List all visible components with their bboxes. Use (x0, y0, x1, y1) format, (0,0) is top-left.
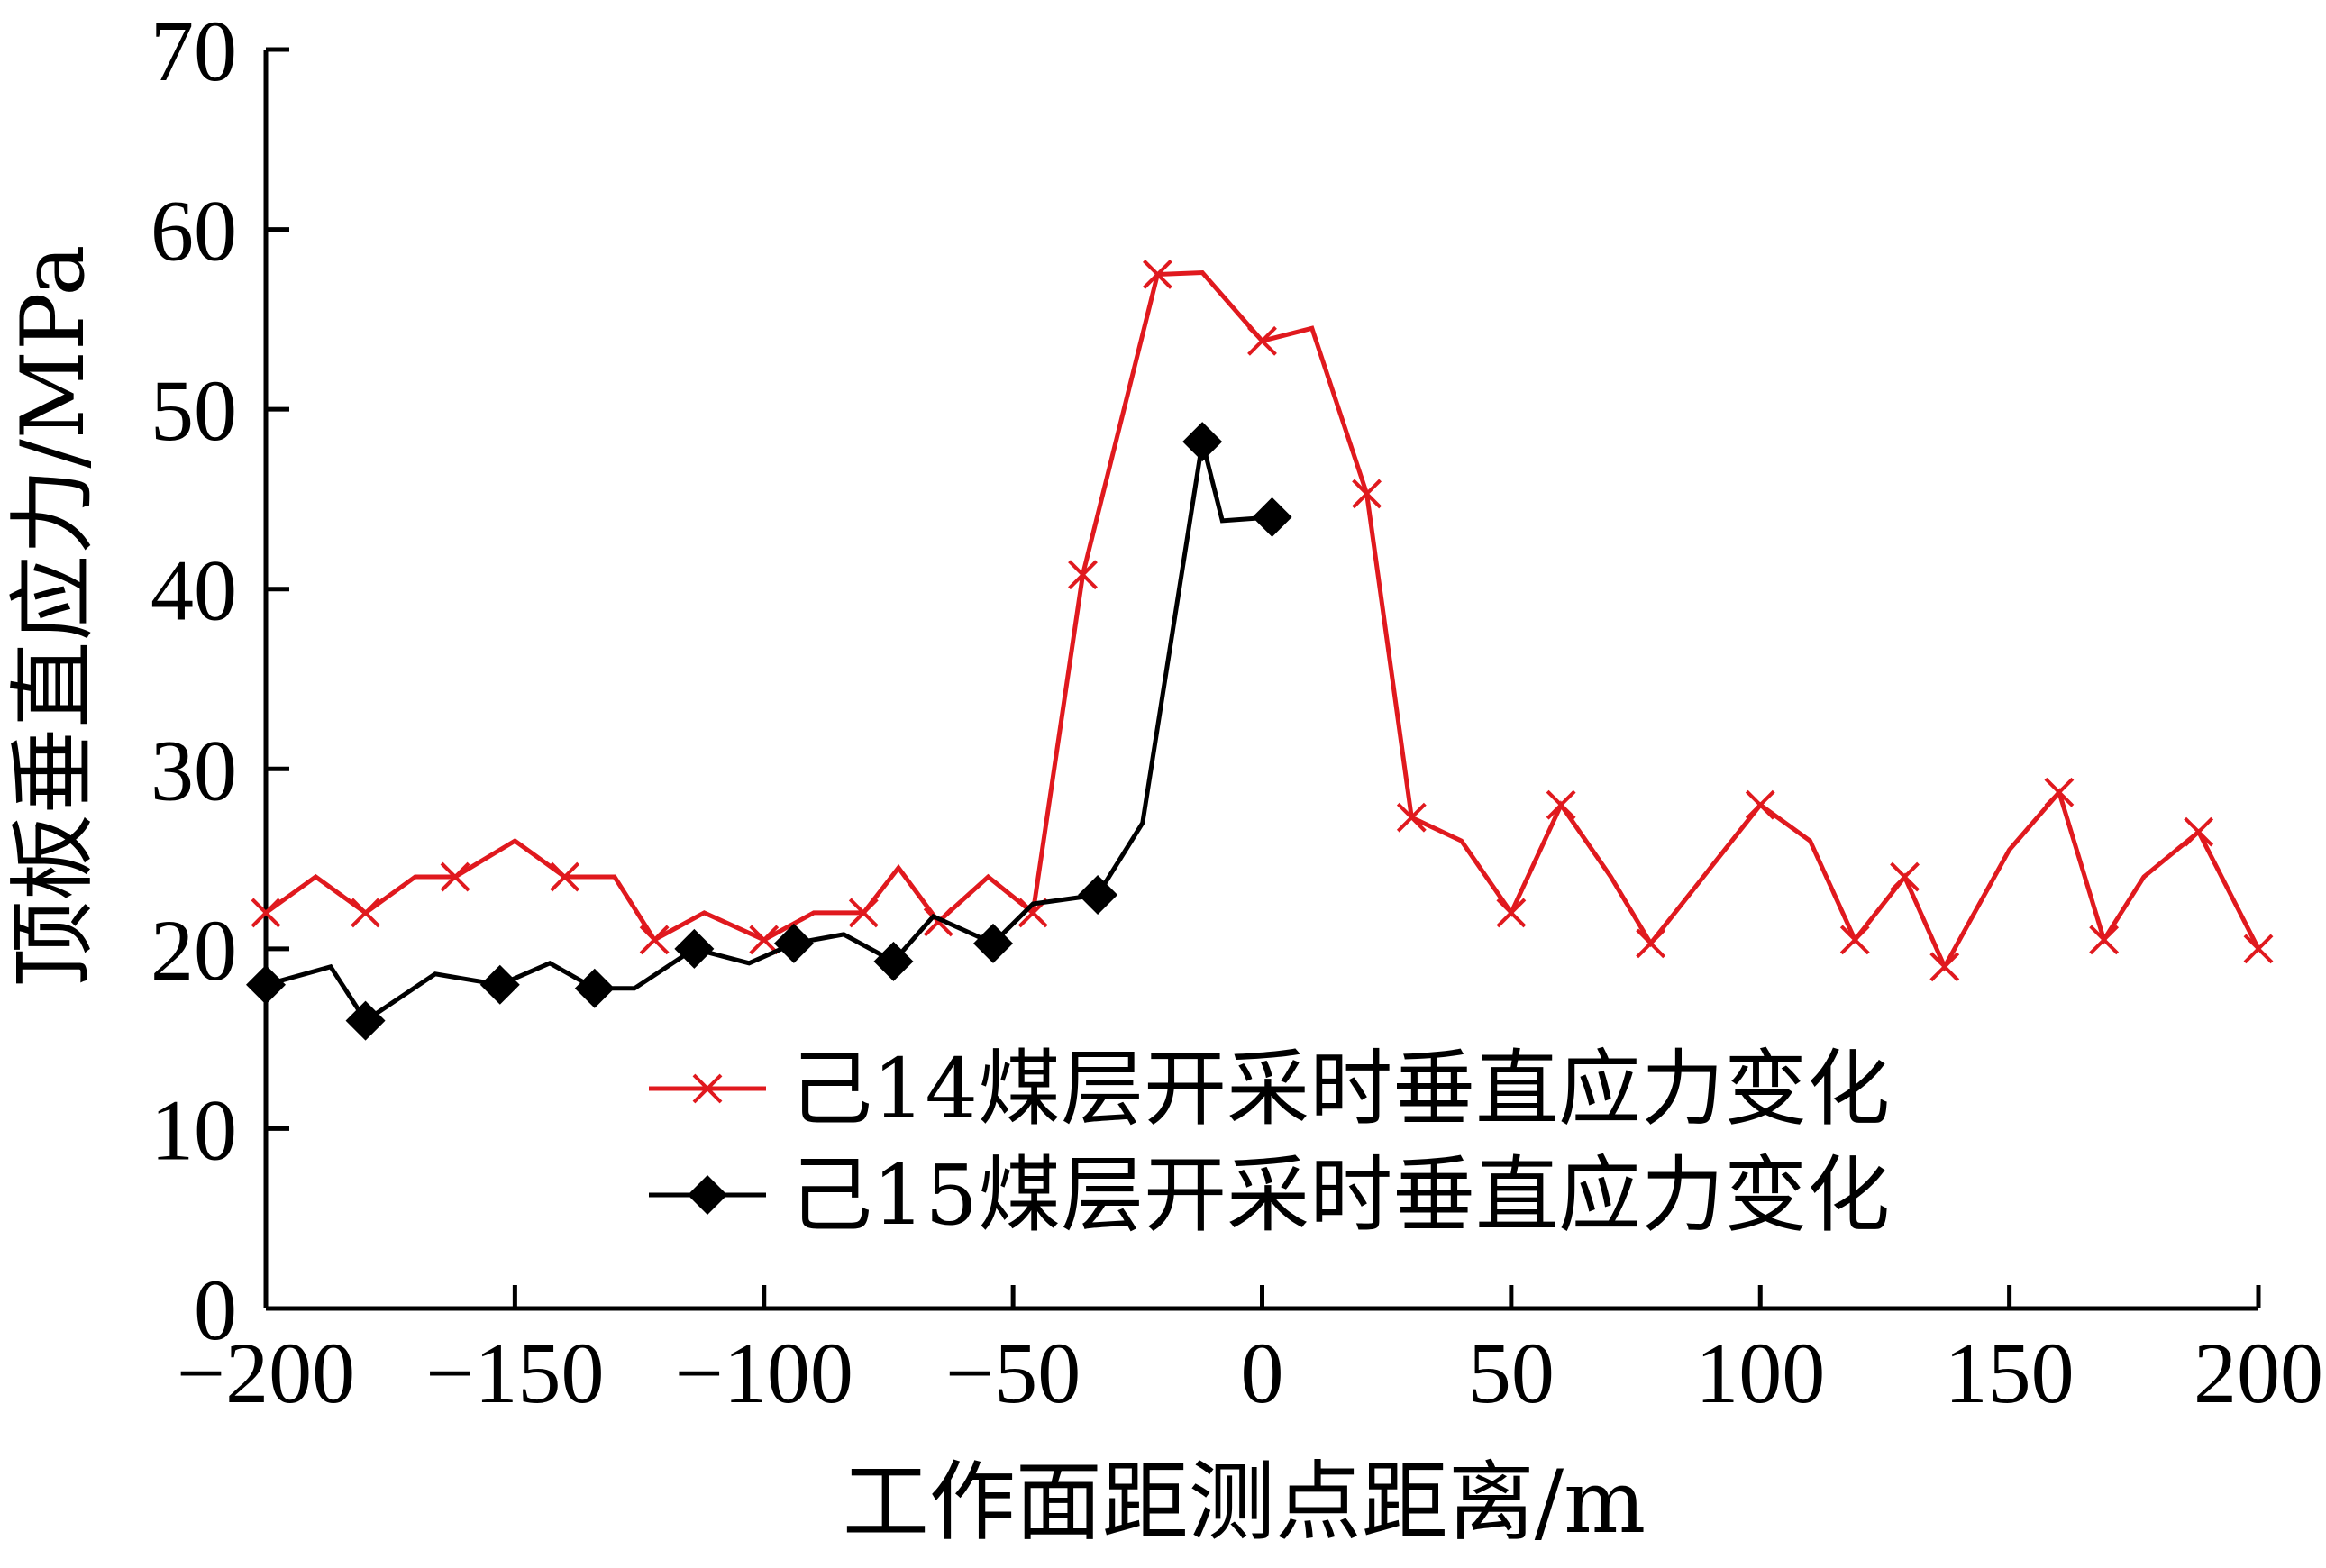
legend-item: 己14煤层开采时垂直应力变化 (649, 1041, 1890, 1137)
series-layer (246, 260, 2274, 1041)
axes: −200 −150 −100 −50 0 50 100 150 200 0 10 20 30 40 50 6… (151, 3, 2323, 1421)
x-tick-label: −200 (177, 1325, 355, 1421)
x-tick-label: 50 (1468, 1325, 1555, 1421)
x-marker (550, 861, 580, 892)
series-line (264, 269, 2261, 972)
y-tick-label: 20 (151, 902, 237, 998)
diamond-marker (873, 941, 914, 981)
x-tick-label: 200 (2194, 1325, 2323, 1421)
x-marker (1929, 952, 1960, 982)
x-marker (1396, 802, 1427, 833)
diamond-marker (688, 1175, 727, 1215)
x-ticks: −200 −150 −100 −50 0 50 100 150 200 (177, 1285, 2323, 1421)
x-marker (440, 861, 470, 892)
diamond-marker (1182, 422, 1223, 462)
legend-item: 己15煤层开采时垂直应力变化 (649, 1147, 1890, 1244)
x-marker (1745, 789, 1775, 820)
x-tick-label: −50 (945, 1325, 1081, 1421)
diamond-marker (973, 923, 1014, 963)
x-marker (848, 898, 879, 928)
x-marker (1636, 928, 1666, 959)
x-marker (351, 898, 380, 928)
series-1 (251, 260, 2274, 982)
legend-label: 己14煤层开采时垂直应力变化 (789, 1041, 1890, 1137)
x-marker (2243, 934, 2274, 964)
x-marker (251, 898, 281, 928)
x-marker (2184, 816, 2214, 847)
x-marker (639, 925, 670, 955)
x-tick-label: 150 (1945, 1325, 2075, 1421)
y-tick-label: 0 (194, 1262, 237, 1358)
legend-label: 己15煤层开采时垂直应力变化 (789, 1147, 1890, 1244)
diamond-marker (773, 923, 814, 963)
diamond-marker (246, 964, 286, 1005)
x-marker (923, 907, 953, 937)
x-marker (749, 925, 780, 955)
diamond-marker (479, 964, 520, 1005)
x-marker (1890, 861, 1920, 892)
x-tick-label: −150 (425, 1325, 604, 1421)
y-ticks: 0 10 20 30 40 50 60 70 (151, 3, 289, 1358)
y-tick-label: 60 (151, 183, 237, 279)
y-tick-label: 70 (151, 3, 237, 99)
y-axis-title: 顶板垂直应力/MPa (3, 244, 104, 987)
x-marker (1352, 479, 1382, 509)
x-marker (1546, 789, 1576, 820)
y-tick-label: 30 (151, 722, 237, 818)
diamond-marker (1078, 874, 1118, 915)
x-marker (1839, 925, 1870, 955)
x-marker (1247, 325, 1277, 356)
x-tick-label: 0 (1241, 1325, 1284, 1421)
diamond-marker (345, 1000, 386, 1041)
x-marker (692, 1073, 723, 1104)
x-marker (2044, 777, 2075, 807)
y-tick-label: 50 (151, 362, 237, 459)
diamond-marker (1252, 497, 1292, 537)
x-marker (1068, 560, 1098, 590)
y-tick-label: 10 (151, 1081, 237, 1178)
y-tick-label: 40 (151, 542, 237, 639)
diamond-marker (674, 928, 715, 969)
x-axis-title: 工作面距测点距离/m (843, 1452, 1646, 1553)
series-2 (246, 422, 1292, 1041)
x-marker (1143, 260, 1172, 289)
x-tick-label: 100 (1695, 1325, 1825, 1421)
x-marker (2089, 925, 2120, 955)
diamond-marker (574, 968, 615, 1008)
x-tick-label: −100 (675, 1325, 853, 1421)
x-marker (1496, 898, 1527, 928)
